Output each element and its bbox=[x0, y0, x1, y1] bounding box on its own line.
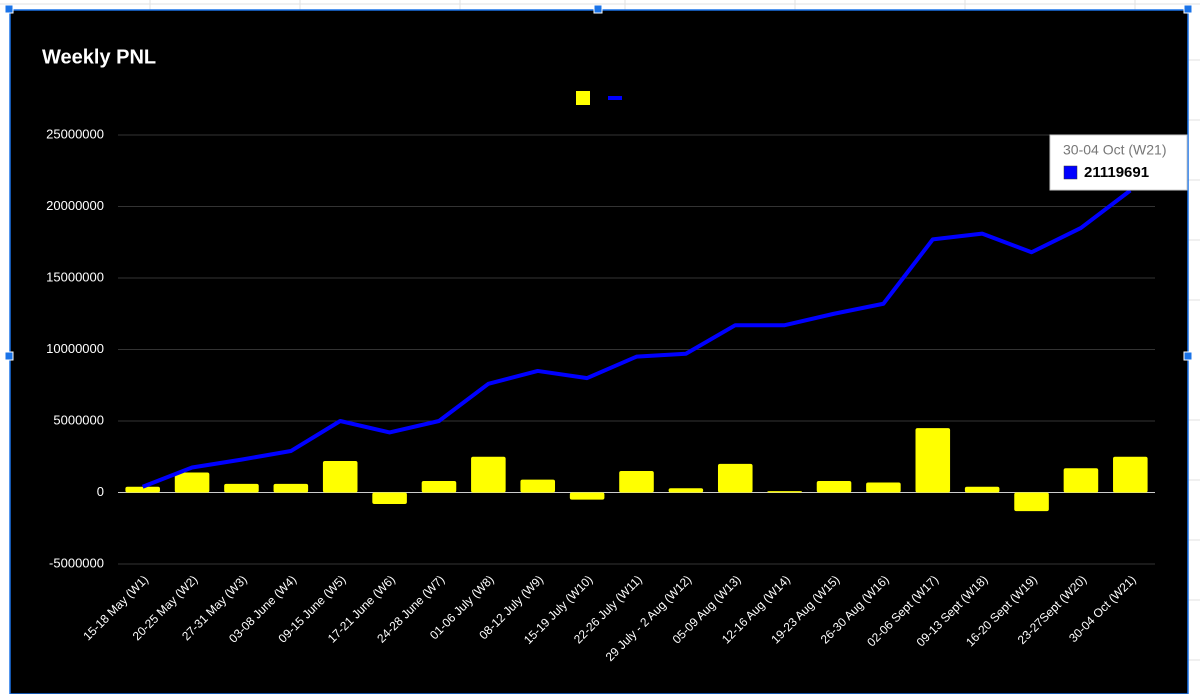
bar bbox=[717, 463, 753, 493]
bar bbox=[866, 482, 901, 493]
y-tick-label: 25000000 bbox=[46, 126, 104, 141]
bar bbox=[668, 488, 704, 493]
bar bbox=[125, 486, 160, 493]
tooltip-swatch bbox=[1063, 165, 1078, 180]
bar bbox=[767, 491, 802, 493]
bar bbox=[964, 486, 1000, 493]
bar bbox=[1014, 492, 1049, 512]
chart-title: Weekly PNL bbox=[42, 46, 156, 68]
resize-handle[interactable] bbox=[1183, 4, 1193, 14]
bar bbox=[224, 483, 259, 493]
chart-frame[interactable] bbox=[9, 9, 1189, 695]
bar bbox=[619, 471, 654, 493]
tooltip-value: 21119691 bbox=[1084, 164, 1149, 181]
resize-handle[interactable] bbox=[4, 351, 14, 361]
bar bbox=[569, 492, 605, 500]
bar bbox=[816, 481, 852, 493]
resize-handle[interactable] bbox=[4, 4, 14, 14]
bar bbox=[174, 472, 210, 493]
bar bbox=[471, 456, 506, 493]
y-tick-label: 15000000 bbox=[46, 269, 104, 284]
y-tick-label: 10000000 bbox=[46, 341, 104, 356]
bar bbox=[1113, 456, 1148, 493]
y-tick-label: 20000000 bbox=[46, 198, 104, 213]
resize-handle[interactable] bbox=[1183, 351, 1193, 361]
bar bbox=[915, 428, 951, 493]
bar bbox=[372, 492, 407, 504]
bar bbox=[421, 481, 457, 493]
resize-handle[interactable] bbox=[593, 4, 603, 14]
line bbox=[141, 188, 1132, 489]
bar bbox=[322, 461, 358, 493]
tooltip: 30-04 Oct (W21) 21119691 bbox=[1049, 134, 1188, 191]
bar bbox=[520, 479, 556, 493]
sheet-grid bbox=[0, 0, 1200, 661]
tooltip-category: 30-04 Oct (W21) bbox=[1063, 142, 1166, 158]
y-tick-label: 0 bbox=[97, 484, 104, 499]
legend-swatch bbox=[576, 91, 590, 105]
tooltip-box bbox=[1049, 134, 1188, 191]
y-tick-label: -5000000 bbox=[49, 555, 104, 570]
bar bbox=[273, 483, 309, 493]
bar bbox=[1063, 468, 1099, 493]
y-tick-label: 5000000 bbox=[53, 412, 104, 427]
